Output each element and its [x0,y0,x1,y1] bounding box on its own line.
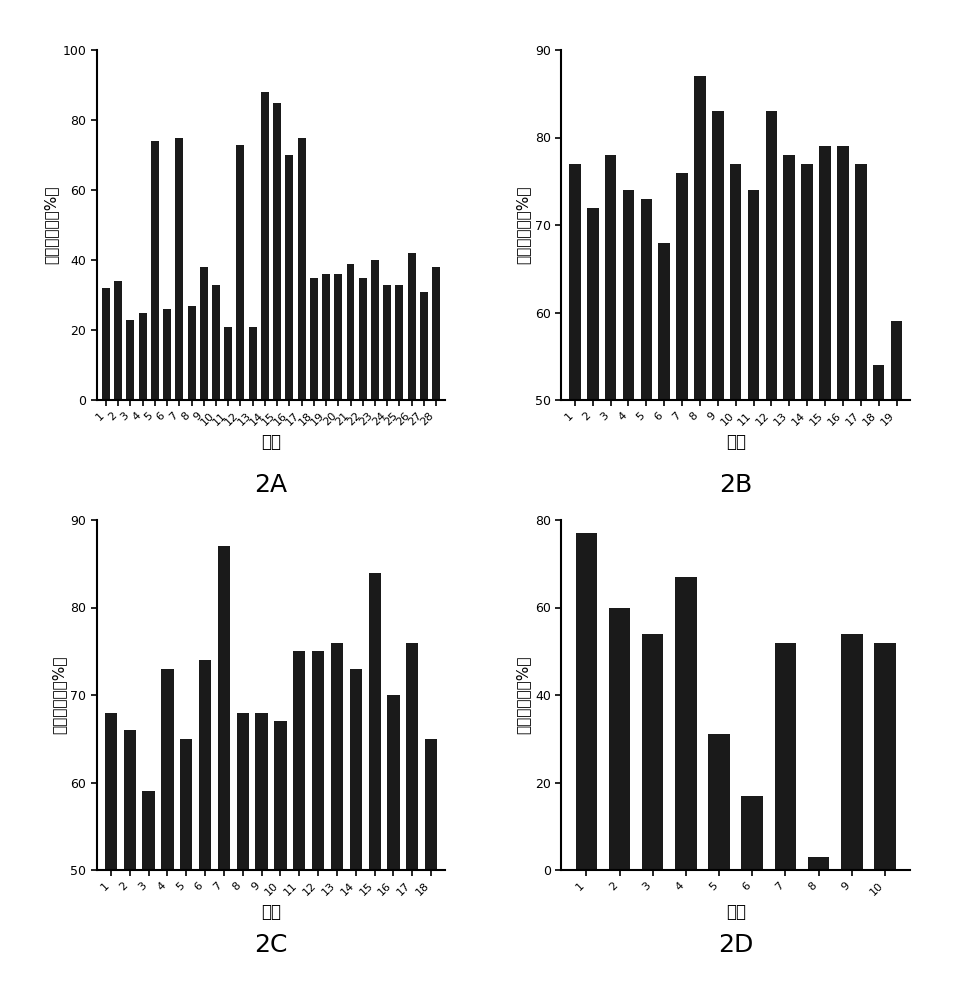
Bar [124,730,136,1000]
Bar [420,292,428,400]
Bar [873,365,885,838]
Bar [677,172,688,838]
Bar [142,791,155,1000]
Bar [432,267,440,400]
Y-axis label: 阻断抑制率（%）: 阻断抑制率（%） [516,186,530,264]
Bar [408,253,415,400]
Bar [709,734,730,870]
Bar [642,634,663,870]
Bar [741,796,763,870]
Bar [212,284,220,400]
Bar [102,288,110,400]
Bar [127,320,135,400]
X-axis label: 克隆: 克隆 [261,903,281,921]
Bar [383,284,391,400]
Bar [334,274,343,400]
Bar [396,284,404,400]
Bar [105,712,117,1000]
Bar [297,137,306,400]
Bar [225,326,232,400]
Bar [188,306,196,400]
Bar [347,263,354,400]
Bar [609,607,630,870]
Bar [312,651,324,1000]
Bar [180,739,193,1000]
Bar [199,267,208,400]
Bar [286,155,293,400]
Bar [236,144,245,400]
Bar [114,281,122,400]
Bar [855,164,866,838]
X-axis label: 克隆: 克隆 [726,433,745,451]
Bar [273,103,281,400]
Bar [274,721,287,1000]
Bar [774,643,797,870]
Bar [425,739,438,1000]
Text: 2D: 2D [718,933,753,957]
Bar [322,274,330,400]
Bar [349,669,362,1000]
Y-axis label: 阻断抑制率（%）: 阻断抑制率（%） [51,656,66,734]
Bar [675,577,697,870]
Bar [747,190,759,838]
Bar [331,643,343,1000]
Bar [658,242,670,838]
Bar [164,309,171,400]
Bar [605,155,617,838]
Bar [387,695,400,1000]
Bar [162,669,173,1000]
Bar [766,111,777,838]
Bar [138,312,146,400]
Bar [587,208,598,838]
Bar [261,92,269,400]
Bar [802,164,813,838]
Text: 2B: 2B [719,473,752,497]
Bar [175,137,183,400]
Bar [874,643,895,870]
Bar [249,326,257,400]
Bar [256,712,268,1000]
Bar [199,660,211,1000]
Bar [712,111,724,838]
Bar [151,141,159,400]
Bar [293,651,306,1000]
Bar [841,634,862,870]
Bar [641,199,652,838]
Bar [371,260,378,400]
X-axis label: 克隆: 克隆 [261,433,281,451]
Bar [407,643,418,1000]
Y-axis label: 阻断抑制率（%）: 阻断抑制率（%） [44,186,58,264]
Bar [783,155,795,838]
Bar [837,146,849,838]
Bar [359,277,367,400]
Bar [730,164,741,838]
Bar [694,76,706,838]
Text: 2C: 2C [255,933,287,957]
Bar [236,712,249,1000]
Text: 2A: 2A [255,473,287,497]
Bar [808,857,830,870]
Bar [310,277,318,400]
Bar [891,321,902,838]
Bar [218,546,230,1000]
X-axis label: 克隆: 克隆 [726,903,745,921]
Bar [569,164,581,838]
Bar [819,146,831,838]
Bar [369,572,380,1000]
Bar [622,190,634,838]
Y-axis label: 阻断抑制率（%）: 阻断抑制率（%） [516,656,530,734]
Bar [576,533,597,870]
